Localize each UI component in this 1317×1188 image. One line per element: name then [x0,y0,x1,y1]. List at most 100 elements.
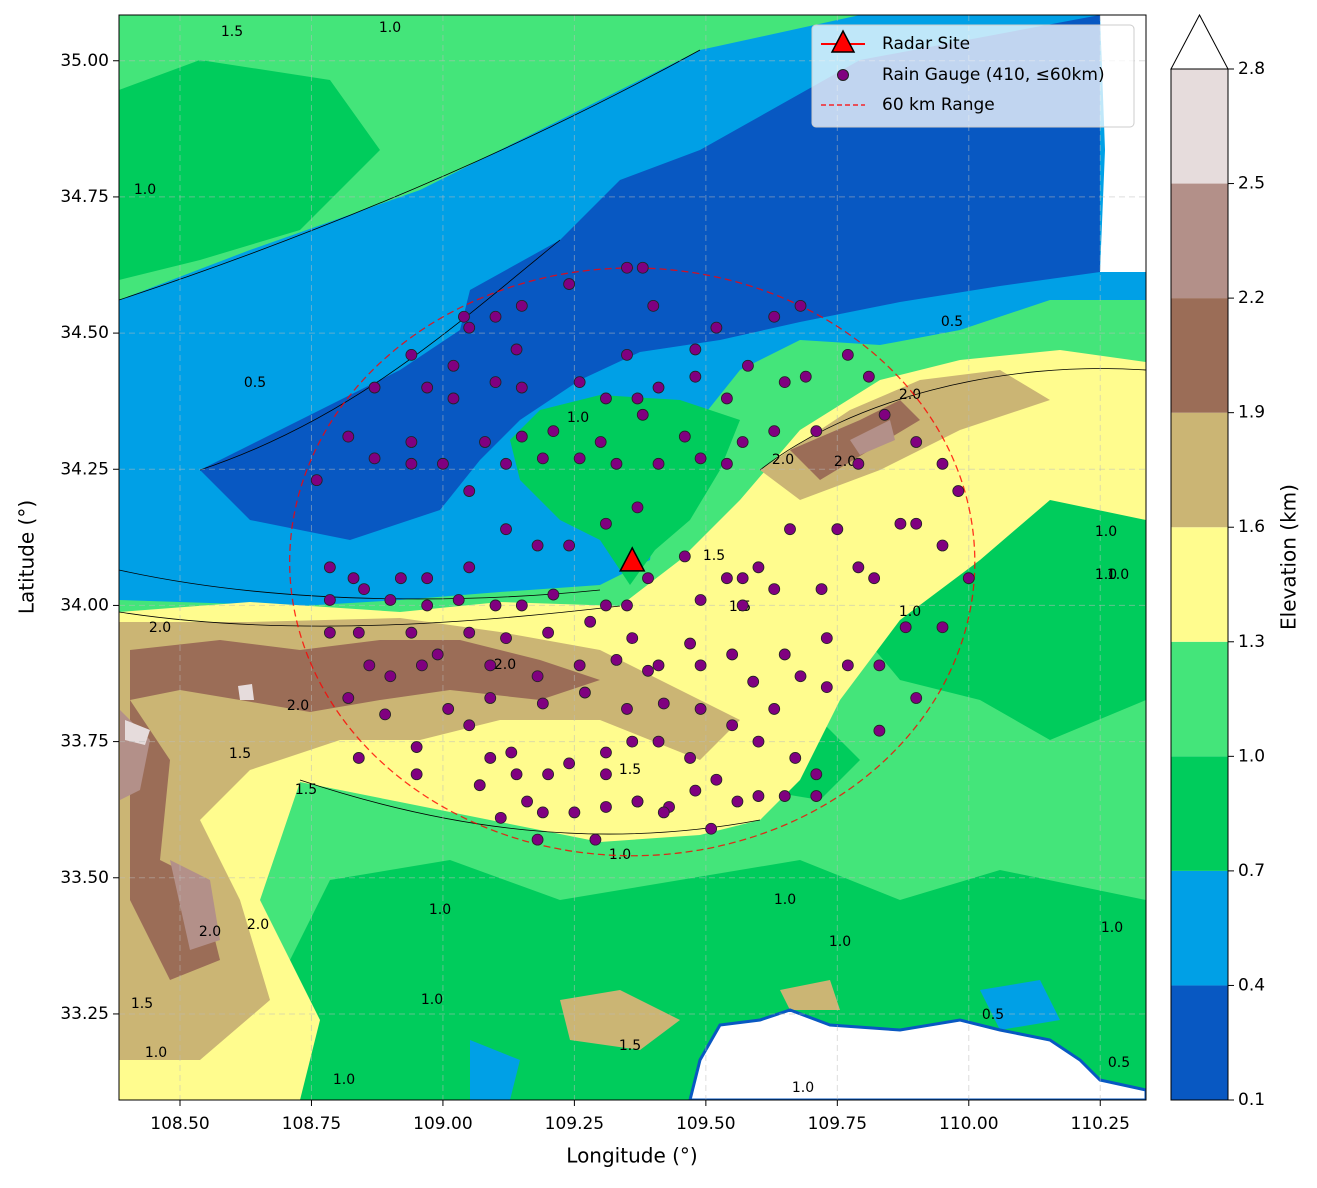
colorbar-tick-label: 1.0 [1238,746,1265,766]
contour-label: 2.0 [834,454,856,470]
grid [119,15,1146,1100]
rain-gauge [379,708,391,721]
marks [289,261,976,857]
rain-gauge [626,632,639,645]
rain-gauge [405,436,418,448]
rain-gauge [652,735,665,748]
rain-gauge [720,457,733,470]
colorbar: 0.1 0.4 0.7 1.0 1.3 1.6 1.9 2.2 2.5 2.8 [1170,13,1265,1110]
legend-label: Rain Gauge (410, ≤60km) [882,65,1105,85]
colorbar-tick-label: 0.7 [1238,861,1265,881]
contour-label: 1.5 [703,548,725,564]
rain-gauge [352,626,365,639]
rain-gauge [589,833,602,846]
radar-site [618,546,646,572]
rain-gauge [600,517,612,530]
rain-gauge [473,779,486,792]
contour-label: 1.0 [134,182,156,198]
legend-label: 60 km Range [882,95,995,115]
rain-gauge [831,523,844,536]
rain-gauge [852,561,865,574]
rain-gauge [768,310,781,323]
rain-gauge [778,376,791,389]
rain-gauge [747,675,760,688]
rain-gauge [421,599,434,612]
x-tick-label: 109.25 [545,1114,604,1134]
contour-label: 0.5 [244,375,266,391]
y-axis-label: Latitude (°) [15,500,39,614]
rain-gauge [484,752,497,764]
rain-gauge [421,381,434,394]
rain-gauge [531,670,544,683]
rain-gauge [573,659,586,672]
rain-gauge [489,376,502,389]
rain-gauge [694,452,707,465]
rain-gauge [594,436,607,448]
contour-label: 1.5 [229,746,251,762]
rain-gauge [652,457,665,470]
rain-gauge [573,452,586,465]
rain-gauge [631,501,644,514]
rain-gauge [500,632,512,645]
rain-gauge [463,561,476,574]
rain-gauge [494,811,507,824]
rain-gauge [910,692,923,704]
rain-gauge [626,735,639,748]
rain-gauge [489,310,502,323]
rain-gauge [542,626,554,639]
rain-gauge [342,430,355,443]
rain-gauge [384,594,397,606]
colorbar-tick-label: 1.9 [1238,403,1265,423]
colorbar-band [1171,985,1228,1100]
colorbar-tick-label: 0.1 [1238,1090,1265,1110]
rain-gauge [515,599,528,612]
contour-label: 1.0 [1095,524,1117,540]
rain-gauge [789,752,802,764]
rain-gauge [810,768,823,781]
rain-gauge [368,452,381,465]
rain-gauge [820,632,833,645]
rain-gauge [358,583,370,595]
rain-gauge [489,599,502,612]
rain-gauge [736,572,749,585]
rain-gauge [657,697,670,710]
rain-gauge [547,588,560,601]
rain-gauge [584,615,597,628]
rain-gauge [521,795,533,808]
rain-gauge [405,348,418,361]
rain-gauge [421,572,434,585]
contour-label: 2.0 [247,917,269,933]
rain-gauge [437,457,449,470]
rain-gauge [463,321,476,334]
axes: 108.50 108.75 109.00 109.25 109.50 109.75 110.… [60,51,1130,1134]
rain-gauge [720,392,733,405]
rain-gauge [852,457,865,470]
contour-label: 1.0 [1095,567,1117,583]
rain-gauge [510,768,523,781]
rain-gauge [678,550,691,563]
contour-label: 2.0 [899,387,921,403]
rain-gauge [600,392,612,405]
rain-gauge [841,348,854,361]
contour-label: 0.5 [982,1007,1004,1023]
plot-frame [118,14,1147,1101]
rain-gauge [894,517,907,530]
rain-gauge [873,659,886,672]
legend-label: Radar Site [882,34,970,54]
rain-gauge [500,457,512,470]
x-tick-label: 110.25 [1071,1114,1130,1134]
contour-label: 0.5 [941,314,963,330]
rain-gauge [410,768,423,781]
colorbar-tick-label: 1.3 [1238,632,1265,652]
y-tick-label: 35.00 [60,51,109,71]
rain-gauge [363,659,376,672]
rain-gauge [352,752,365,764]
rain-gauge [868,572,881,585]
rain-gauge [689,370,702,383]
y-tick-label: 34.00 [60,595,109,615]
contour-label: 1.0 [792,1080,814,1096]
rain-gauge [323,594,336,606]
rain-gauge [784,523,796,536]
contour-label: 1.5 [131,996,153,1012]
colorbar-frame [1170,68,1229,1101]
